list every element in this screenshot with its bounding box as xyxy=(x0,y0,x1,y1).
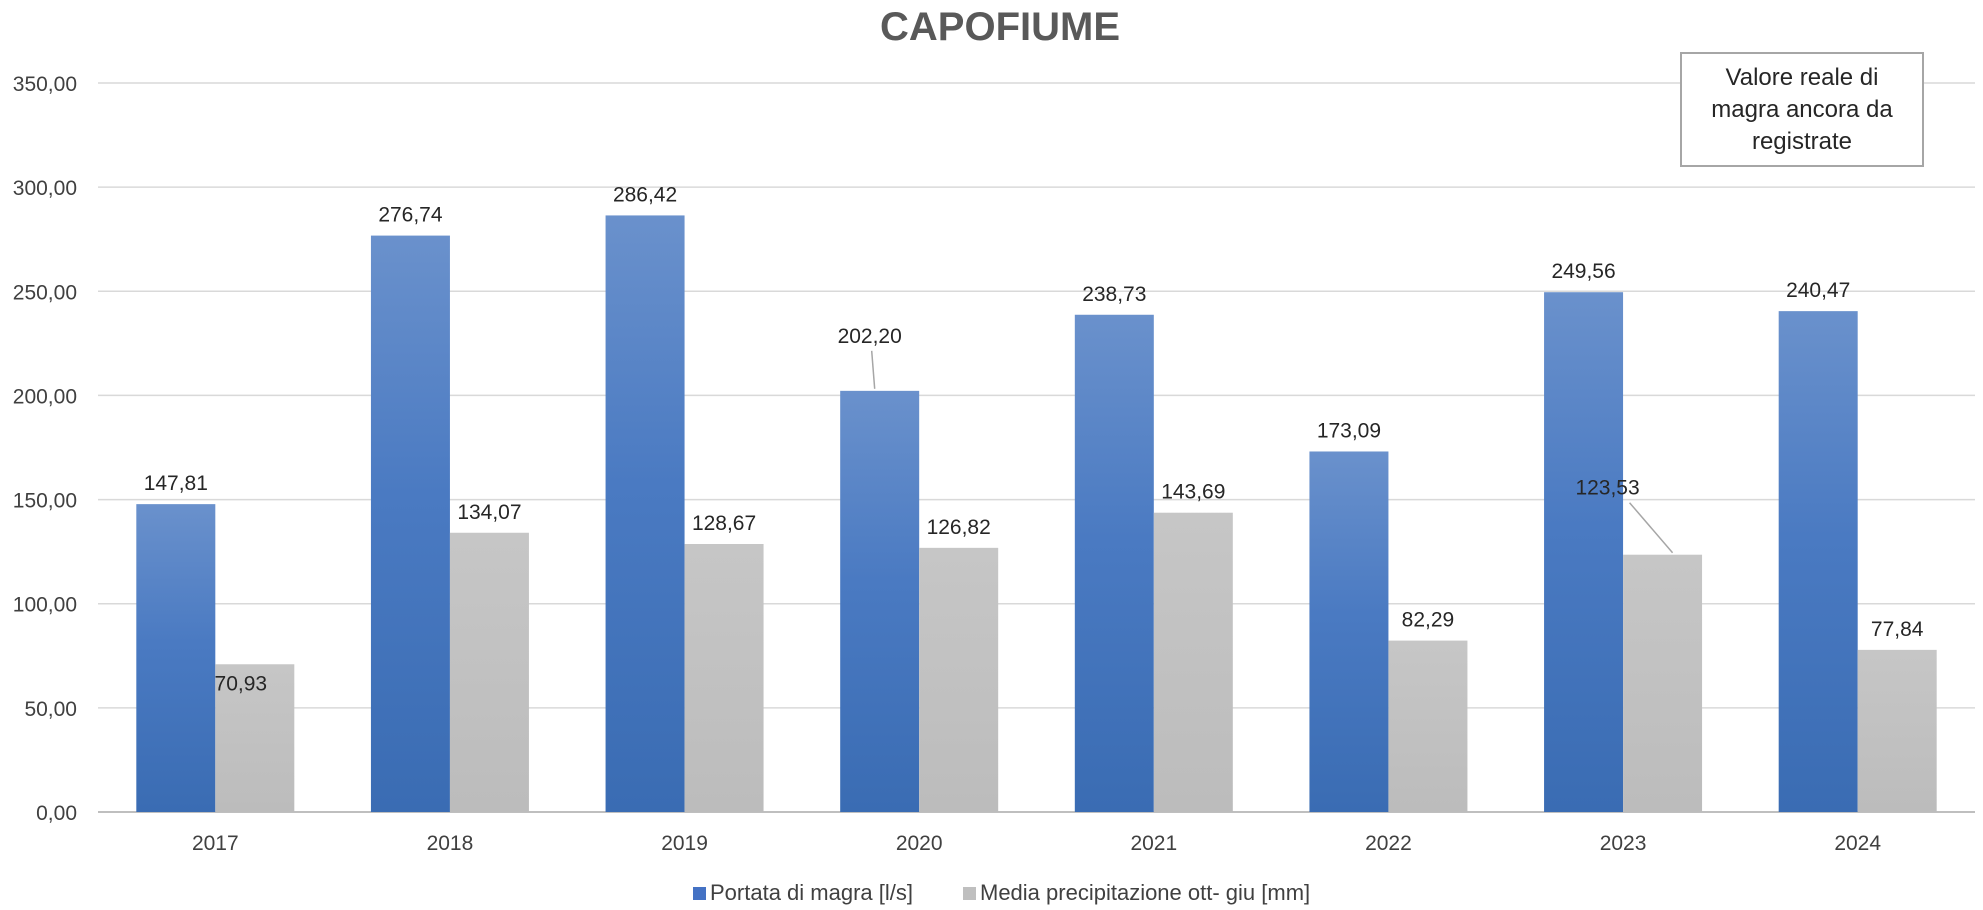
bar xyxy=(215,664,295,812)
data-label: 173,09 xyxy=(1317,419,1381,442)
data-label: 70,93 xyxy=(215,672,268,695)
y-tick-label: 350,00 xyxy=(13,73,77,96)
legend-swatch xyxy=(693,887,706,900)
y-tick-label: 150,00 xyxy=(13,490,77,513)
x-tick-label: 2024 xyxy=(1834,832,1881,855)
data-label: 123,53 xyxy=(1575,477,1639,500)
data-label: 134,07 xyxy=(457,501,521,524)
bar xyxy=(370,235,450,813)
data-label: 276,74 xyxy=(378,204,443,227)
data-label: 202,20 xyxy=(838,325,902,348)
x-tick-label: 2019 xyxy=(661,832,708,855)
x-tick-label: 2020 xyxy=(896,832,943,855)
legend-label: Portata di magra [l/s] xyxy=(710,880,913,905)
leader-lines xyxy=(870,350,1674,554)
annotation-box: Valore reale di magra ancora da registra… xyxy=(1680,52,1924,167)
bar xyxy=(449,532,529,812)
bar xyxy=(1074,314,1154,812)
y-axis-ticks: 0,00 50,00 100,00 150,00 200,00 250,00 300,00 3… xyxy=(13,73,77,825)
data-label: 240,47 xyxy=(1786,279,1850,302)
bar xyxy=(1388,640,1468,812)
x-tick-label: 2023 xyxy=(1600,832,1647,855)
bar xyxy=(840,390,920,812)
y-tick-label: 250,00 xyxy=(13,281,77,304)
data-labels: 147,81 70,93 276,74 134,07 286,42 128,67 202,2… xyxy=(144,183,1924,695)
y-tick-label: 50,00 xyxy=(24,698,77,721)
x-tick-label: 2022 xyxy=(1365,832,1412,855)
bars xyxy=(136,215,1937,813)
legend-label: Media precipitazione ott- giu [mm] xyxy=(980,880,1310,905)
y-tick-label: 100,00 xyxy=(13,594,77,617)
leader-line xyxy=(1628,502,1674,554)
data-label: 126,82 xyxy=(927,516,991,539)
bar xyxy=(1623,554,1703,812)
bar xyxy=(1153,512,1233,812)
bar xyxy=(919,547,999,812)
data-label: 286,42 xyxy=(613,183,677,206)
y-tick-label: 0,00 xyxy=(36,802,77,825)
bar xyxy=(1857,649,1937,812)
bar xyxy=(1544,292,1624,813)
data-label: 77,84 xyxy=(1871,618,1924,641)
leader-line xyxy=(870,350,876,389)
x-axis-ticks: 2017 2018 2019 2020 2021 2022 2023 2024 xyxy=(192,832,1881,855)
y-tick-label: 200,00 xyxy=(13,385,77,408)
legend-swatch xyxy=(963,887,976,900)
data-label: 128,67 xyxy=(692,512,756,535)
chart-title: CAPOFIUME xyxy=(880,5,1120,49)
bar xyxy=(1309,451,1389,812)
x-tick-label: 2017 xyxy=(192,832,239,855)
legend: Portata di magra [l/s] Media precipitazio… xyxy=(693,880,1310,905)
bar xyxy=(684,543,764,812)
bar xyxy=(1778,311,1858,812)
y-tick-label: 300,00 xyxy=(13,177,77,200)
data-label: 147,81 xyxy=(144,472,208,495)
data-label: 238,73 xyxy=(1082,283,1146,306)
x-tick-label: 2021 xyxy=(1130,832,1177,855)
bar xyxy=(605,215,685,813)
data-label: 249,56 xyxy=(1551,260,1615,283)
x-tick-label: 2018 xyxy=(427,832,474,855)
data-label: 82,29 xyxy=(1402,609,1455,632)
data-label: 143,69 xyxy=(1161,481,1225,504)
bar xyxy=(136,504,216,812)
